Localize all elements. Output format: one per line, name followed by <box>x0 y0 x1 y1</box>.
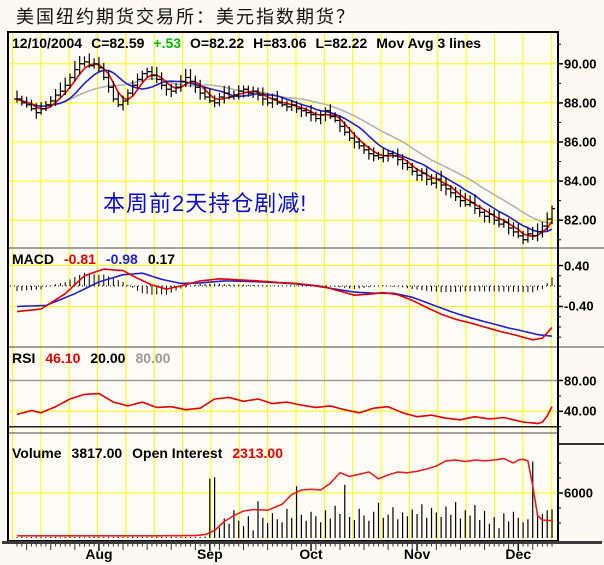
price-axis-label: 88.00 <box>564 95 597 111</box>
open-interest-value: 2313.00 <box>232 445 283 461</box>
price-axis-label: 86.00 <box>564 134 597 150</box>
rsi-high-level: 80.00 <box>135 350 171 366</box>
quote-info-bar: 12/10/2004 C=82.59 +.53 O=82.22 H=83.06 L=82.… <box>12 35 490 51</box>
rsi-label-row: RSI 46.10 20.00 80.00 <box>12 350 180 366</box>
month-label-sep: Sep <box>196 546 223 562</box>
chart-annotation: 本周前2天持仓剧减! <box>103 191 308 216</box>
page-title: 美国纽约期货交易所：美元指数期货？ <box>16 7 356 27</box>
quote-close: C=82.59 <box>91 35 145 51</box>
volume-bars <box>16 461 553 538</box>
macd-axis-label: -0.40 <box>564 298 594 314</box>
macd-fast-value: -0.81 <box>64 251 96 267</box>
macd-label-row: MACD -0.81 -0.98 0.17 <box>12 251 185 267</box>
quote-low: L=82.22 <box>315 35 368 51</box>
rsi-low-level: 20.00 <box>90 350 126 366</box>
price-bars <box>14 53 556 245</box>
month-label-dec: Dec <box>505 546 532 562</box>
month-label-oct: Oct <box>299 546 323 562</box>
month-label-aug: Aug <box>85 546 113 562</box>
rsi-name: RSI <box>12 350 36 366</box>
macd-hist-value: 0.17 <box>147 251 176 267</box>
volume-name: Volume <box>12 445 62 461</box>
macd-axis-label: 0.40 <box>564 258 590 274</box>
quote-date: 12/10/2004 <box>12 35 83 51</box>
mov-avg-label: Mov Avg 3 lines <box>376 35 482 51</box>
month-label-nov: Nov <box>403 546 431 562</box>
open-interest-name: Open Interest <box>132 445 223 461</box>
rsi-axis-label: 80.00 <box>564 373 597 388</box>
volume-axis-label: 6000 <box>564 485 593 501</box>
rsi-value: 46.10 <box>45 350 81 366</box>
price-axis-label: 82.00 <box>564 212 597 228</box>
quote-change: +.53 <box>153 35 182 51</box>
price-axis-label: 90.00 <box>564 56 597 72</box>
rsi-axis-label: 40.00 <box>564 403 597 419</box>
quote-open: O=82.22 <box>190 35 245 51</box>
macd-slow-value: -0.98 <box>105 251 138 267</box>
quote-high: H=83.06 <box>253 35 307 51</box>
volume-value: 3817.00 <box>71 445 123 461</box>
volume-label-row: Volume 3817.00 Open Interest 2313.00 <box>12 445 293 461</box>
price-axis-label: 84.00 <box>564 173 597 189</box>
macd-name: MACD <box>12 251 54 267</box>
